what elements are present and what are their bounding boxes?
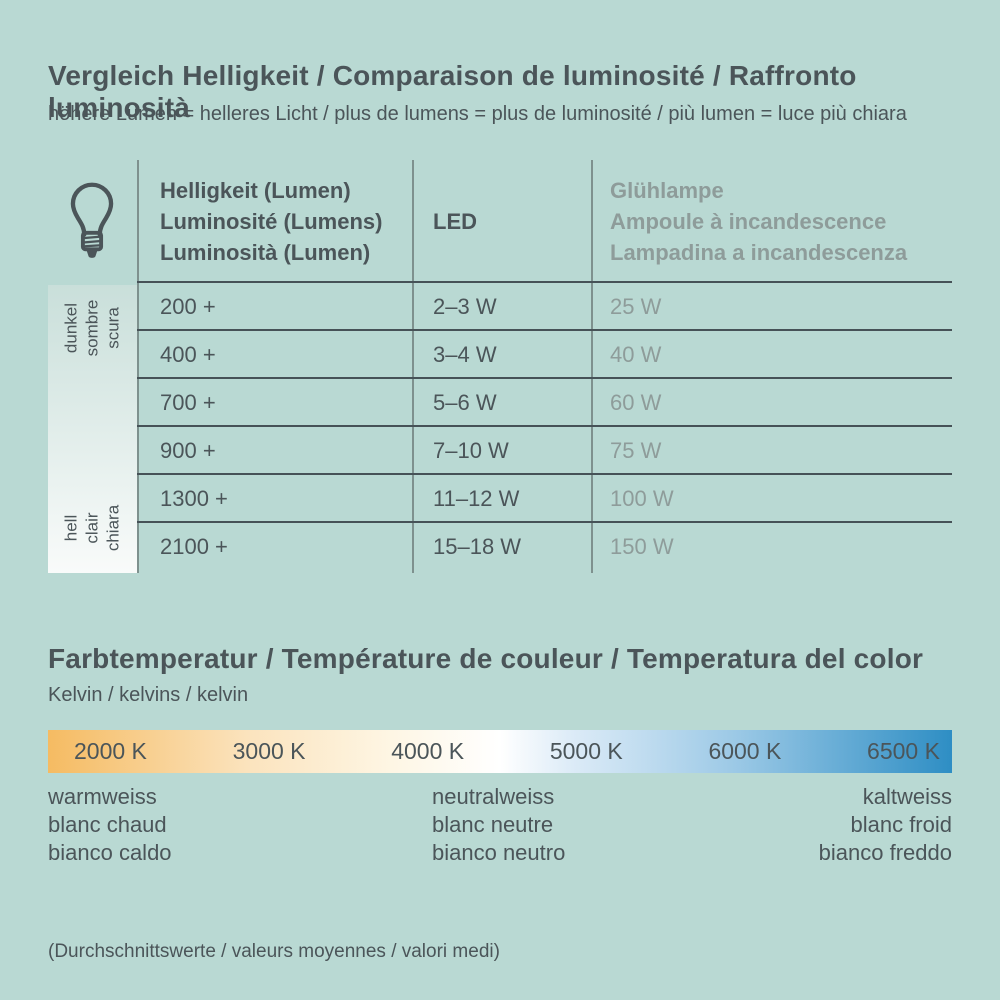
table-divider-row-3 [137,425,952,427]
incandescent-header-fr: Ampoule à incandescence [610,209,887,234]
cell-incandescent-4: 100 W [610,486,674,511]
table-divider-row-4 [137,473,952,475]
cold-label-de: kaltweiss [862,784,952,809]
cell-led-4: 11–12 W [433,486,520,511]
temperature-labels: warmweiss blanc chaud bianco caldo neutr… [48,783,952,873]
cell-lumen-5: 2100 + [160,534,228,559]
tick-2000k: 2000 K [74,738,147,764]
temperature-subtitle: Kelvin / kelvins / kelvin [48,684,249,706]
table-divider-vertical-3 [591,160,593,573]
cell-lumen-4: 1300 + [160,486,228,511]
lightbulb-icon [66,180,118,269]
lumen-header-de: Helligkeit (Lumen) [160,178,351,203]
label-group-warm: warmweiss blanc chaud bianco caldo [48,783,172,867]
brightness-table: dunkel sombre scura hell clair chiara He… [48,160,952,573]
column-header-incandescent: Glühlampe Ampoule à incandescence Lampad… [610,160,952,283]
cold-label-it: bianco freddo [818,840,952,865]
led-header-label: LED [433,209,477,234]
side-label-bright-de: hell [61,514,81,542]
cell-lumen-3: 900 + [160,438,216,463]
table-divider-row-1 [137,329,952,331]
neutral-label-fr: blanc neutre [432,812,554,837]
lumen-header-it: Luminosità (Lumen) [160,240,371,265]
incandescent-header-it: Lampadina a incandescenza [610,240,908,265]
table-divider-vertical-2 [412,160,414,573]
side-label-dark-fr: sombre [82,299,102,357]
cell-led-3: 7–10 W [433,438,509,463]
brightness-gradient-strip [48,285,137,573]
neutral-label-it: bianco neutro [432,840,566,865]
column-header-lumen: Helligkeit (Lumen) Luminosité (Lumens) L… [160,160,400,283]
side-label-dark-it: scura [103,307,123,349]
temperature-title: Farbtemperatur / Température de couleur … [48,643,924,674]
temperature-bar: 2000 K 3000 K 4000 K 5000 K 6000 K 6500 … [48,730,952,773]
brightness-title: Vergleich Helligkeit / Comparaison de lu… [48,60,857,123]
brightness-subtitle: höhere Lumen = helleres Licht / plus de … [48,103,907,125]
lumen-header-fr: Luminosité (Lumens) [160,209,383,234]
label-group-neutral: neutralweiss blanc neutre bianco neutro [432,783,565,867]
side-label-bright-fr: clair [82,512,102,544]
tick-4000k: 4000 K [391,738,465,764]
table-divider-row-5 [137,521,952,523]
tick-3000k: 3000 K [232,738,306,764]
tick-6000k: 6000 K [708,738,782,764]
warm-label-it: bianco caldo [48,840,172,865]
table-divider-vertical-1 [137,160,139,573]
side-label-dark-de: dunkel [61,302,81,354]
column-header-led: LED [433,160,573,283]
footnote: (Durchschnittswerte / valeurs moyennes /… [48,941,500,962]
cold-label-fr: blanc froid [850,812,952,837]
cell-lumen-2: 700 + [160,390,216,415]
warm-label-de: warmweiss [48,784,157,809]
table-divider-header [137,281,952,283]
cell-incandescent-3: 75 W [610,438,662,463]
cell-incandescent-1: 40 W [610,342,662,367]
incandescent-header-de: Glühlampe [610,178,724,203]
cell-led-5: 15–18 W [433,534,522,559]
side-label-bright: hell clair chiara [61,505,124,551]
side-label-bright-it: chiara [103,504,123,552]
neutral-label-de: neutralweiss [432,784,555,809]
cell-lumen-0: 200 + [160,294,216,319]
cell-incandescent-5: 150 W [610,534,674,559]
cell-led-0: 2–3 W [433,294,497,319]
tick-6500k: 6500 K [867,738,940,764]
label-group-cold: kaltweiss blanc froid bianco freddo [819,783,952,867]
cell-led-1: 3–4 W [433,342,497,367]
cell-incandescent-0: 25 W [610,294,662,319]
cell-led-2: 5–6 W [433,390,497,415]
side-label-dark: dunkel sombre scura [61,300,124,357]
cell-lumen-1: 400 + [160,342,216,367]
warm-label-fr: blanc chaud [48,812,167,837]
cell-incandescent-2: 60 W [610,390,662,415]
table-divider-row-2 [137,377,952,379]
tick-5000k: 5000 K [549,738,623,764]
